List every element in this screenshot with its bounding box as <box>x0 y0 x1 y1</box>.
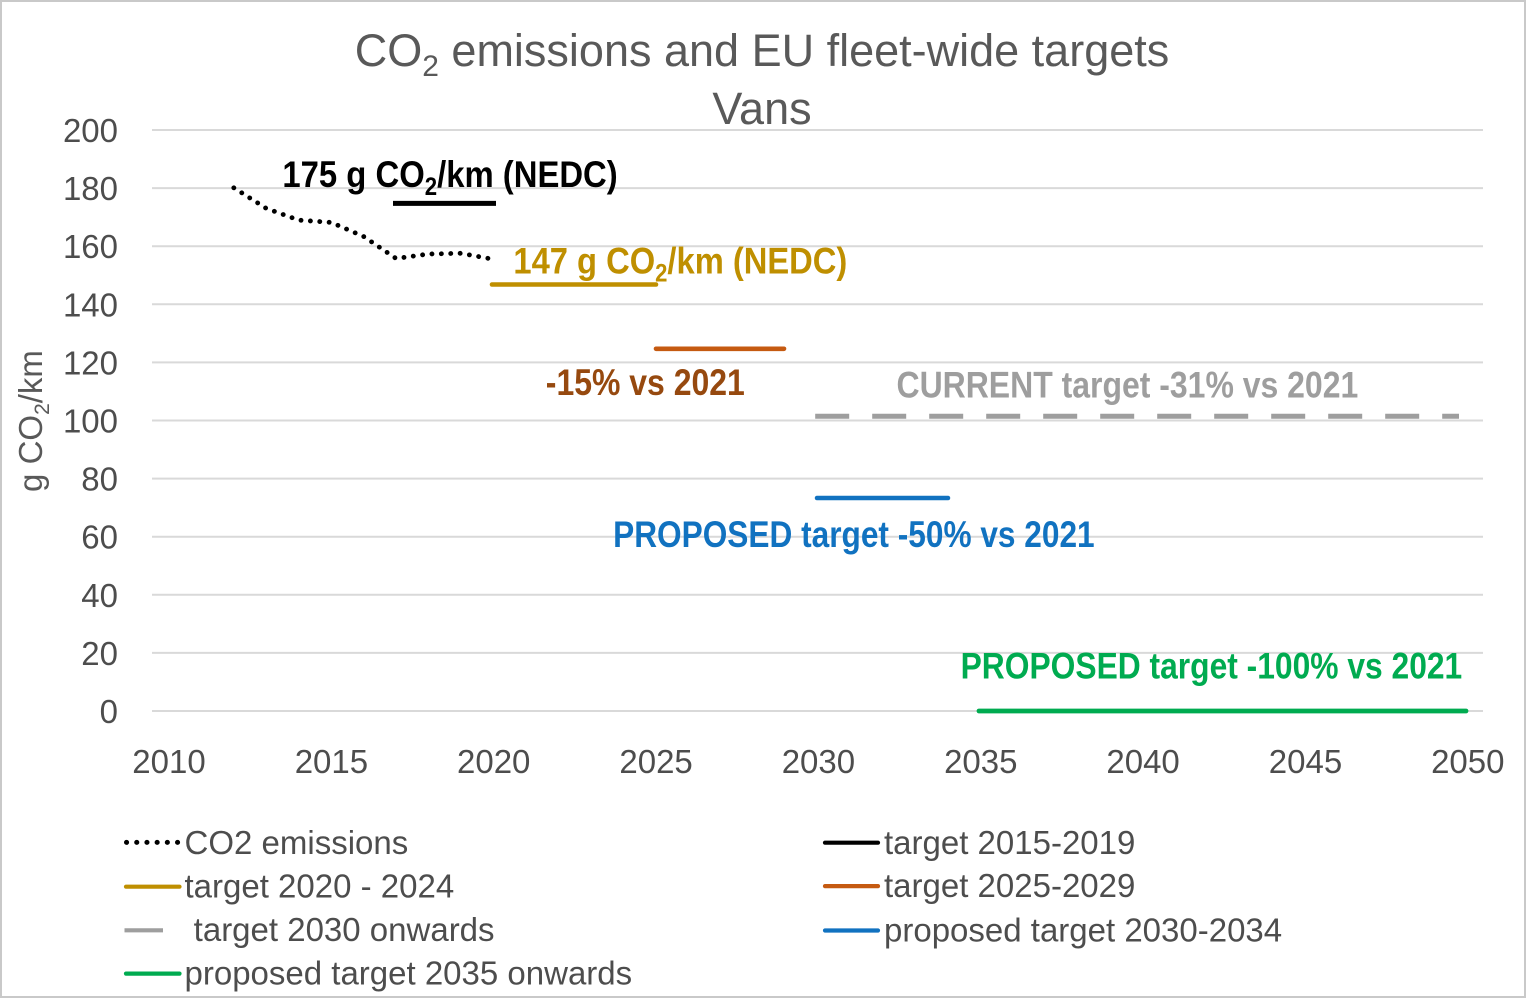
svg-text:CURRENT target -31% vs 2021: CURRENT target -31% vs 2021 <box>897 366 1359 407</box>
svg-text:2025: 2025 <box>619 743 692 780</box>
svg-text:g CO2/km: g CO2/km <box>12 350 54 492</box>
svg-text:180: 180 <box>63 170 118 207</box>
svg-text:2050: 2050 <box>1431 743 1504 780</box>
svg-text:target 2030 onwards: target 2030 onwards <box>185 911 495 948</box>
svg-text:PROPOSED target -100% vs 2021: PROPOSED target -100% vs 2021 <box>961 646 1463 687</box>
svg-text:Vans: Vans <box>712 83 811 134</box>
svg-text:CO2 emissions: CO2 emissions <box>185 824 409 861</box>
svg-text:proposed target 2030-2034: proposed target 2030-2034 <box>884 912 1282 949</box>
svg-text:proposed target 2035 onwards: proposed target 2035 onwards <box>185 955 633 992</box>
svg-text:100: 100 <box>63 403 118 440</box>
svg-text:2035: 2035 <box>944 743 1017 780</box>
svg-text:0: 0 <box>100 693 118 730</box>
svg-text:60: 60 <box>81 519 118 556</box>
svg-text:target 2015-2019: target 2015-2019 <box>884 824 1135 861</box>
svg-text:2015: 2015 <box>295 743 368 780</box>
svg-text:40: 40 <box>81 577 118 614</box>
svg-text:140: 140 <box>63 286 118 323</box>
svg-text:target 2020 - 2024: target 2020 - 2024 <box>185 867 455 904</box>
svg-text:2020: 2020 <box>457 743 530 780</box>
svg-text:160: 160 <box>63 228 118 265</box>
svg-text:target 2025-2029: target 2025-2029 <box>884 867 1135 904</box>
svg-text:-15% vs 2021: -15% vs 2021 <box>546 363 745 404</box>
svg-text:175 g CO2/km (NEDC): 175 g CO2/km (NEDC) <box>282 154 617 201</box>
svg-text:2030: 2030 <box>782 743 855 780</box>
svg-text:120: 120 <box>63 344 118 381</box>
svg-text:CO2 emissions and EU fleet-wid: CO2 emissions and EU fleet-wide targets <box>355 25 1170 83</box>
svg-text:80: 80 <box>81 461 118 498</box>
svg-text:2040: 2040 <box>1106 743 1179 780</box>
svg-text:PROPOSED target -50% vs 2021: PROPOSED target -50% vs 2021 <box>613 515 1095 556</box>
svg-text:2045: 2045 <box>1269 743 1342 780</box>
svg-text:2010: 2010 <box>132 743 205 780</box>
svg-text:200: 200 <box>63 112 118 149</box>
svg-text:147 g CO2/km (NEDC): 147 g CO2/km (NEDC) <box>513 241 847 287</box>
svg-text:20: 20 <box>81 635 118 672</box>
